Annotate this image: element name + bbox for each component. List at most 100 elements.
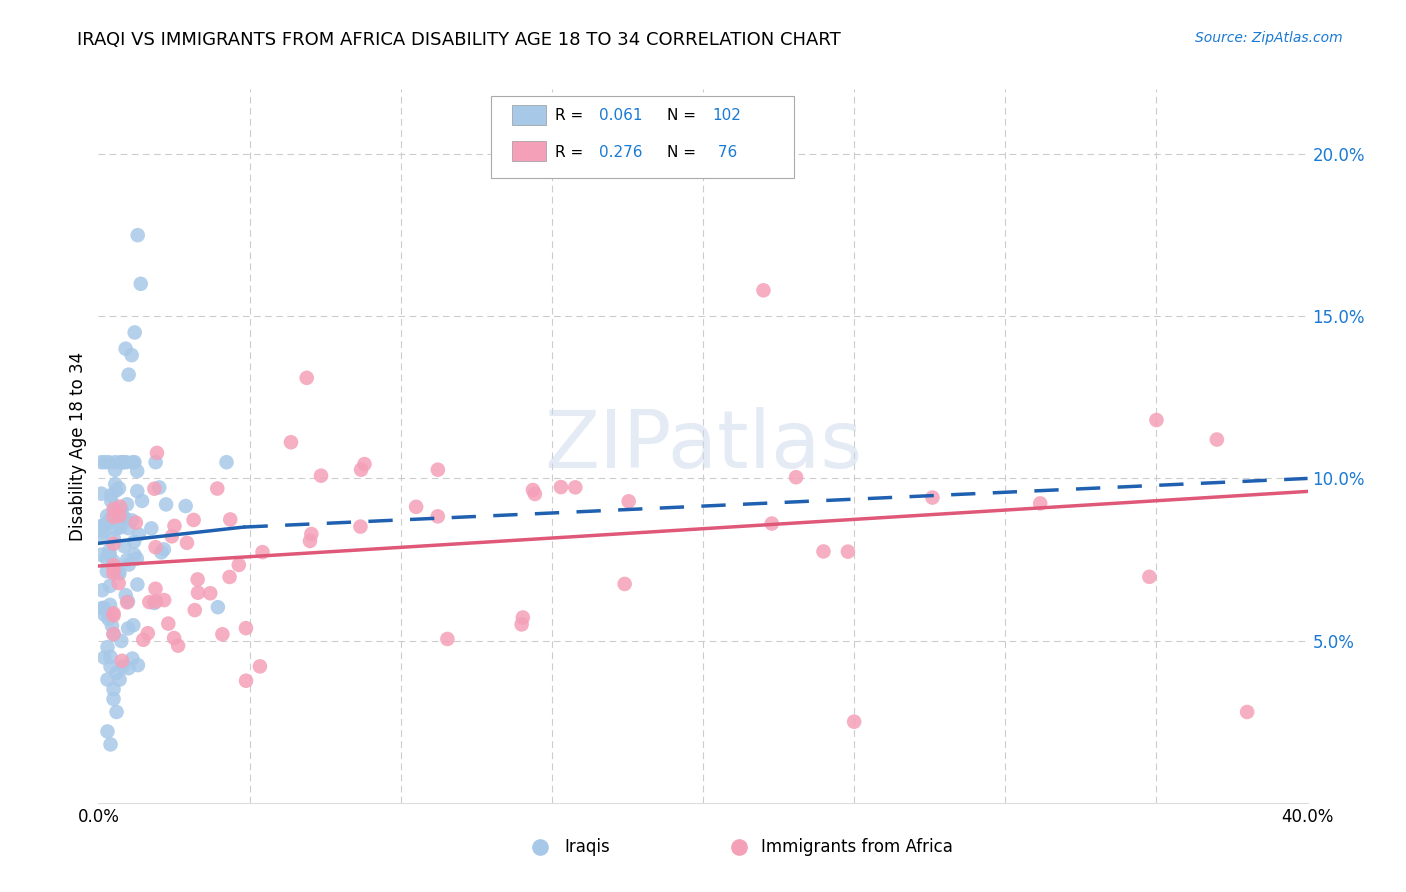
Point [218,570,240,584]
Point [96,564,118,578]
Point [115,497,138,511]
Point [103,627,125,641]
Point [98,547,121,561]
Point [104,522,127,536]
Point [96,518,118,533]
Point [280,435,302,450]
Point [118,558,141,572]
Point [921,491,943,505]
Point [114,511,136,525]
Point [122,618,145,632]
Point [564,480,586,494]
Point [153,593,176,607]
Point [124,326,146,340]
Point [108,520,131,534]
Point [114,342,136,356]
Point [98,512,121,526]
Point [104,477,127,491]
Point [143,596,166,610]
Point [426,509,449,524]
Point [121,513,143,527]
Point [118,368,141,382]
Point [98,579,121,593]
Point [146,446,169,460]
Point [96,508,118,523]
Point [90,486,112,500]
Point [125,516,148,530]
Point [94,455,117,469]
Point [104,566,127,580]
Point [813,544,835,558]
Point [512,610,534,624]
Point [103,532,125,546]
Point [108,673,131,687]
FancyBboxPatch shape [492,96,793,178]
Text: Immigrants from Africa: Immigrants from Africa [761,838,953,856]
Point [350,463,373,477]
Point [96,640,118,654]
Point [1144,413,1167,427]
Point [90,455,112,469]
Point [163,631,186,645]
FancyBboxPatch shape [512,141,546,161]
Point [127,577,149,591]
Point [1029,496,1052,510]
Point [93,607,115,622]
Point [510,617,533,632]
Point [121,651,143,665]
Point [299,527,322,541]
Point [107,566,129,580]
Point [127,228,149,243]
Point [110,634,132,648]
Point [235,621,257,635]
Point [309,468,332,483]
Point [155,497,177,511]
Text: N =: N = [666,145,700,160]
Text: Source: ZipAtlas.com: Source: ZipAtlas.com [1195,31,1343,45]
Point [145,582,167,596]
Y-axis label: Disability Age 18 to 34: Disability Age 18 to 34 [69,351,87,541]
Point [97,455,120,469]
Point [785,470,807,484]
Point [115,595,138,609]
Point [104,483,127,498]
Point [117,622,139,636]
Point [122,455,145,469]
Point [117,661,139,675]
Point [121,348,143,362]
Point [138,595,160,609]
Point [184,603,207,617]
Point [150,545,173,559]
Point [103,682,125,697]
Point [103,510,125,524]
Point [174,499,197,513]
Point [157,616,180,631]
Point [187,585,209,599]
Point [127,464,149,478]
Point [124,548,146,562]
Point [105,705,128,719]
Text: IRAQI VS IMMIGRANTS FROM AFRICA DISABILITY AGE 18 TO 34 CORRELATION CHART: IRAQI VS IMMIGRANTS FROM AFRICA DISABILI… [77,31,841,49]
Point [436,632,458,646]
Point [128,527,150,541]
Point [111,654,134,668]
Point [91,583,114,598]
Point [103,563,125,577]
Point [93,518,115,533]
Point [617,494,640,508]
Point [103,692,125,706]
Point [93,524,115,539]
Point [93,600,115,615]
Point [100,493,122,508]
Point [353,457,375,471]
Point [108,508,131,523]
Point [93,650,115,665]
Point [127,658,149,673]
Point [103,558,125,573]
Text: R =: R = [555,145,589,160]
Text: N =: N = [666,108,700,123]
Point [98,543,121,558]
Point [90,548,112,562]
Text: 102: 102 [713,108,741,123]
Point [141,521,163,535]
